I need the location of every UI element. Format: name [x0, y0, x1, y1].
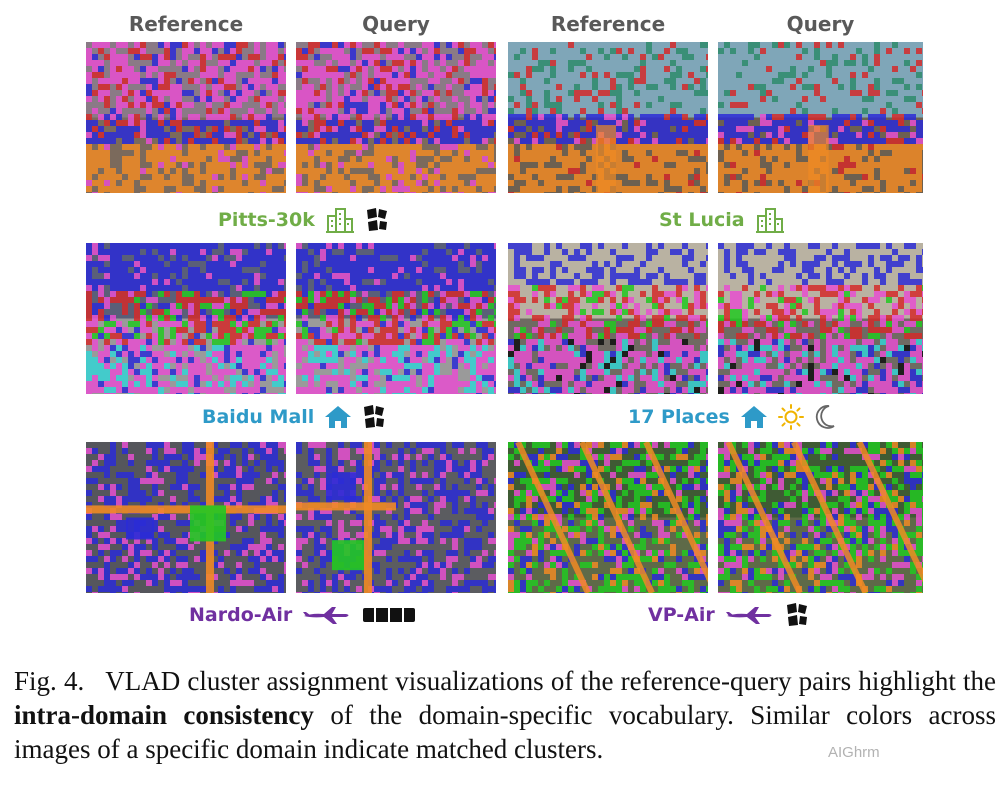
17places-query-cluster-map: [718, 243, 923, 394]
pitts30k-query-image: [296, 42, 496, 193]
baidumall-query-image: [296, 243, 496, 394]
domain-label-baidumall: Baidu Mall: [202, 402, 386, 432]
17places-query-image: [718, 243, 923, 394]
airplane-icon: [725, 604, 775, 626]
header-reference-right: Reference: [550, 12, 666, 36]
house-icon: [740, 405, 768, 429]
house-icon: [324, 405, 352, 429]
nardoair-reference-image: [86, 442, 286, 593]
domain-name: Nardo-Air: [189, 604, 293, 626]
puzzle-pieces-icon: [785, 602, 809, 628]
pitts30k-reference-image: [86, 42, 286, 193]
header-query-left: Query: [362, 12, 430, 36]
domain-label-nardoair: Nardo-Air: [189, 600, 416, 630]
nardoair-reference-cluster-map: [86, 442, 286, 593]
stlucia-query-cluster-map: [718, 42, 923, 193]
baidumall-query-cluster-map: [296, 243, 496, 394]
nardoair-query-cluster-map: [296, 442, 496, 593]
stlucia-query-image: [718, 42, 923, 193]
caption-prefix: Fig. 4.: [14, 666, 85, 696]
vpair-query-image: [718, 442, 923, 593]
baidumall-reference-image: [86, 243, 286, 394]
domain-label-stlucia: St Lucia: [659, 205, 785, 235]
domain-label-17places: 17 Places: [628, 402, 836, 432]
domain-name: VP-Air: [648, 604, 715, 626]
domain-name: St Lucia: [659, 209, 745, 231]
figure-caption: Fig. 4. VLAD cluster assignment visualiz…: [14, 664, 996, 766]
domain-name: Baidu Mall: [202, 406, 315, 428]
caption-bold-phrase: intra-domain consistency: [14, 700, 314, 730]
domain-label-pitts30k: Pitts-30k: [218, 205, 389, 235]
stlucia-reference-cluster-map: [508, 42, 708, 193]
caption-text-after: of the domain-specific vocabulary. Simil…: [14, 700, 997, 764]
domain-name: 17 Places: [628, 406, 730, 428]
city-buildings-icon: [755, 206, 785, 234]
header-reference-left: Reference: [128, 12, 244, 36]
vpair-reference-image: [508, 442, 708, 593]
puzzle-pieces-icon: [365, 207, 389, 233]
pitts30k-reference-cluster-map: [86, 42, 286, 193]
airplane-icon: [302, 604, 352, 626]
domain-label-vpair: VP-Air: [648, 600, 809, 630]
sun-icon: [777, 404, 804, 430]
17places-reference-image: [508, 243, 708, 394]
watermark: AIGhrm: [828, 744, 880, 761]
pitts30k-query-cluster-map: [296, 42, 496, 193]
vpair-reference-cluster-map: [508, 442, 708, 593]
nardoair-query-image: [296, 442, 496, 593]
film-strip-icon: [362, 606, 416, 624]
moon-icon: [814, 404, 836, 430]
header-query-right: Query: [786, 12, 855, 36]
domain-name: Pitts-30k: [218, 209, 315, 231]
vpair-query-cluster-map: [718, 442, 923, 593]
caption-text-before: VLAD cluster assignment visualizations o…: [105, 666, 996, 696]
17places-reference-cluster-map: [508, 243, 708, 394]
puzzle-pieces-icon: [362, 404, 386, 430]
baidumall-reference-cluster-map: [86, 243, 286, 394]
city-buildings-icon: [325, 206, 355, 234]
stlucia-reference-image: [508, 42, 708, 193]
